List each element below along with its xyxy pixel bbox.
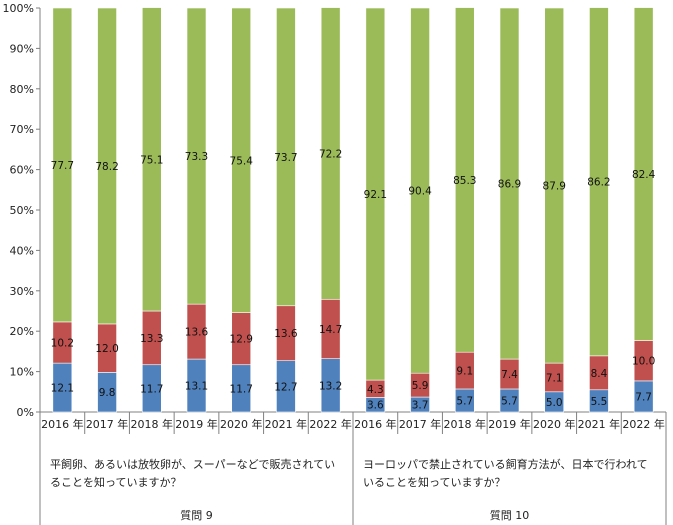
data-label: 12.7 — [274, 381, 297, 393]
data-label: 77.7 — [51, 160, 74, 172]
bar-segment — [231, 7, 252, 313]
y-tick-label: 60% — [10, 164, 34, 177]
data-label: 10.2 — [51, 338, 74, 350]
data-label: 13.6 — [185, 327, 209, 339]
x-tick-label: 2018 年 — [444, 417, 487, 431]
bar-segment — [141, 7, 162, 312]
data-label: 86.2 — [587, 177, 610, 189]
x-tick-label: 2021 年 — [578, 417, 621, 431]
data-label: 13.2 — [319, 380, 342, 392]
data-label: 86.9 — [498, 179, 521, 191]
bars — [52, 7, 654, 413]
data-label: 3.7 — [412, 400, 429, 412]
data-label: 92.1 — [364, 189, 387, 201]
y-tick-label: 70% — [10, 123, 34, 136]
x-tick-label: 2022 年 — [622, 417, 665, 431]
data-label: 75.4 — [230, 155, 254, 167]
data-label: 12.9 — [230, 334, 253, 346]
data-label: 7.7 — [635, 391, 652, 403]
bar-segment — [276, 7, 296, 307]
data-label: 9.1 — [456, 366, 473, 378]
x-tick-label: 2016 年 — [41, 417, 84, 431]
data-label: 10.0 — [632, 356, 655, 368]
data-label: 11.7 — [230, 383, 253, 395]
bar-segment — [320, 7, 341, 300]
x-tick-label: 2017 年 — [86, 417, 129, 431]
data-label: 8.4 — [591, 368, 608, 380]
x-tick-label: 2019 年 — [175, 417, 218, 431]
data-label: 12.0 — [95, 343, 118, 355]
x-tick-label: 2020 年 — [533, 417, 576, 431]
bar-segment — [97, 7, 117, 325]
data-label: 5.7 — [456, 395, 473, 407]
data-label: 11.7 — [140, 383, 163, 395]
bar-segment — [365, 7, 386, 381]
question-label: 質問 9 — [180, 508, 213, 522]
bar-segment — [186, 7, 207, 305]
data-label: 7.1 — [546, 372, 563, 384]
x-tick-label: 2017 年 — [399, 417, 442, 431]
bar-segment — [52, 7, 73, 323]
y-axis: 0% 10% 20% 30% 40% 50% 60% 70% 80% 90% 100% — [3, 2, 41, 419]
data-label: 73.7 — [274, 152, 297, 164]
question-label: 質問 10 — [490, 508, 530, 522]
data-label: 87.9 — [543, 181, 566, 193]
y-tick-label: 40% — [10, 244, 34, 257]
data-label: 3.6 — [367, 400, 384, 412]
bar-segment — [410, 7, 430, 374]
bar-segment — [589, 7, 609, 357]
y-tick-label: 80% — [10, 83, 34, 96]
data-label: 90.4 — [408, 186, 432, 198]
data-label: 75.1 — [140, 154, 163, 166]
x-tick-label: 2016 年 — [354, 417, 397, 431]
bar-segment — [633, 7, 654, 341]
data-label: 5.5 — [591, 396, 608, 408]
data-label: 5.0 — [546, 397, 563, 409]
y-tick-label: 100% — [3, 2, 34, 15]
data-label: 72.2 — [319, 148, 342, 160]
question-text: ヨーロッパで禁止されている飼育方法が、日本で行われて — [363, 457, 648, 471]
data-label: 9.8 — [99, 387, 116, 399]
y-tick-label: 50% — [10, 204, 34, 217]
data-labels: 12.1 10.2 77.7 9.8 12.0 78.2 11.7 13.3 75.1 13.1 1… — [51, 148, 656, 411]
data-label: 5.7 — [501, 395, 518, 407]
data-label: 4.3 — [367, 384, 384, 396]
x-tick-label: 2021 年 — [265, 417, 308, 431]
question-text: 平飼卵、あるいは放牧卵が、スーパーなどで販売されてい — [50, 457, 335, 471]
x-tick-label: 2018 年 — [131, 417, 174, 431]
data-label: 13.1 — [185, 381, 208, 393]
data-label: 13.3 — [140, 333, 163, 345]
y-tick-label: 30% — [10, 285, 34, 298]
y-tick-label: 20% — [10, 325, 34, 338]
data-label: 82.4 — [632, 169, 656, 181]
data-label: 78.2 — [95, 161, 118, 173]
question-text: いることを知っていますか？ — [363, 475, 505, 489]
y-tick-label: 10% — [10, 366, 34, 379]
data-label: 12.1 — [51, 383, 74, 395]
data-label: 5.9 — [412, 380, 429, 392]
question-text: ることを知っていますか？ — [50, 475, 181, 489]
x-tick-label: 2022 年 — [309, 417, 352, 431]
data-label: 13.6 — [274, 328, 298, 340]
bar-segment — [544, 7, 565, 364]
y-tick-label: 0% — [17, 406, 34, 419]
bar-segment — [499, 7, 520, 360]
data-label: 7.4 — [501, 369, 518, 381]
bar-segment — [454, 7, 475, 353]
data-label: 85.3 — [453, 175, 476, 187]
x-tick-label: 2019 年 — [488, 417, 531, 431]
data-label: 14.7 — [319, 324, 342, 336]
y-tick-label: 90% — [10, 42, 34, 55]
x-tick-label: 2020 年 — [220, 417, 263, 431]
data-label: 73.3 — [185, 151, 208, 163]
